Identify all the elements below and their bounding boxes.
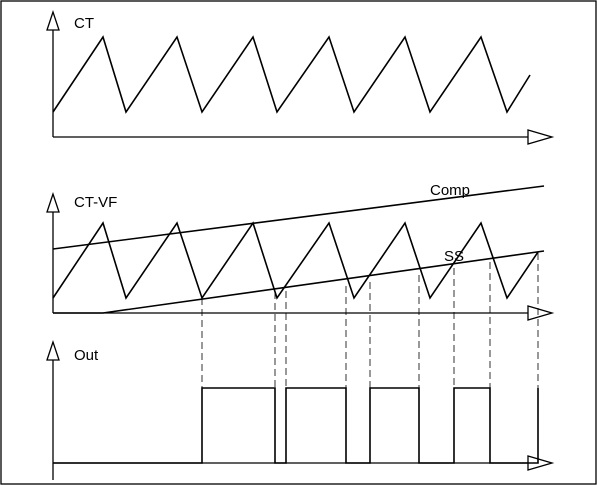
comp-reference-line: [52, 185, 545, 250]
ct-x-axis-arrow-icon: [527, 129, 555, 145]
ct-vf-panel: CT-VF Comp SS: [46, 182, 555, 321]
comp-label: Comp: [430, 182, 470, 199]
ss-ramp-line: [53, 250, 545, 314]
out-label: Out: [74, 347, 99, 364]
ct-panel: CT: [46, 9, 555, 145]
ss-label: SS: [444, 248, 464, 265]
ct-vf-y-axis-arrow-icon: [46, 191, 60, 213]
ct-label: CT: [74, 15, 94, 32]
ct-sawtooth-wave: [52, 35, 531, 114]
ct-vf-x-axis-arrow-icon: [527, 305, 555, 321]
ct-vf-label: CT-VF: [74, 194, 117, 211]
out-pulse-wave: [53, 387, 539, 464]
out-y-axis-arrow-icon: [46, 339, 60, 361]
out-panel: Out: [46, 339, 555, 480]
ct-y-axis-arrow-icon: [46, 9, 60, 31]
ct-vf-sawtooth-wave: [52, 221, 539, 300]
